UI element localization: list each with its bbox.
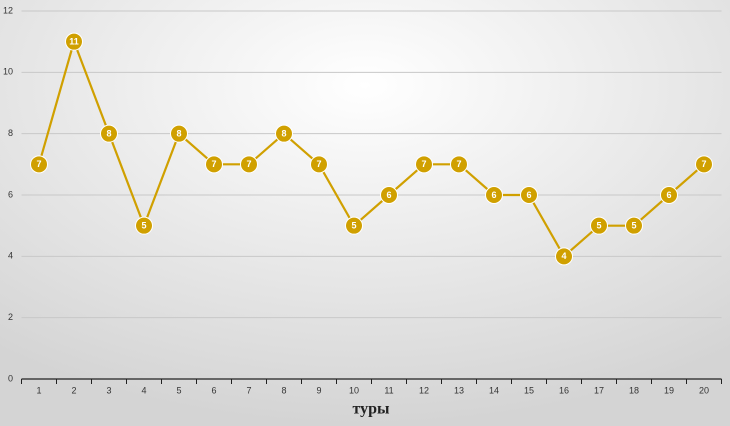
marker — [275, 124, 293, 143]
y-tick-label: 2 — [8, 312, 13, 322]
y-tick-label: 10 — [3, 67, 13, 77]
data-label: 8 — [281, 129, 286, 139]
y-tick-label: 12 — [3, 5, 13, 15]
x-tick-label: 1 — [36, 385, 41, 395]
x-tick-label: 14 — [489, 385, 499, 395]
data-label: 7 — [36, 159, 41, 169]
data-label: 8 — [176, 129, 181, 139]
marker — [135, 216, 153, 235]
marker — [555, 247, 573, 266]
marker — [625, 216, 643, 235]
data-label: 5 — [631, 221, 636, 231]
data-label: 6 — [666, 190, 671, 200]
x-tick-label: 11 — [384, 385, 393, 395]
x-axis-label: туры — [352, 401, 390, 418]
y-tick-label: 6 — [8, 189, 13, 199]
y-tick-label: 8 — [8, 128, 13, 138]
marker — [450, 155, 468, 174]
data-label: 4 — [561, 251, 566, 261]
x-tick-label: 8 — [281, 385, 286, 395]
data-label: 6 — [491, 190, 496, 200]
data-label: 7 — [246, 159, 251, 169]
x-tick-label: 6 — [211, 385, 216, 395]
x-tick-label: 2 — [71, 385, 76, 395]
marker — [485, 186, 503, 204]
data-label: 7 — [211, 159, 216, 169]
marker — [30, 155, 48, 174]
y-tick-label: 4 — [8, 251, 13, 261]
x-tick-label: 18 — [629, 385, 639, 395]
x-tick-label: 3 — [106, 385, 111, 395]
x-tick-label: 13 — [454, 385, 464, 395]
data-label: 5 — [141, 221, 146, 231]
marker — [660, 186, 678, 204]
marker — [415, 155, 433, 174]
x-tick-label: 16 — [559, 385, 569, 395]
x-tick-label: 12 — [419, 385, 429, 395]
marker — [100, 124, 118, 143]
marker — [310, 155, 328, 174]
data-label: 7 — [701, 159, 706, 169]
data-label: 8 — [106, 129, 111, 139]
x-tick-label: 7 — [246, 385, 251, 395]
marker — [240, 155, 258, 174]
marker — [520, 186, 538, 204]
x-tick-label: 17 — [594, 385, 604, 395]
x-tick-label: 19 — [664, 385, 674, 395]
marker — [65, 32, 83, 51]
x-tick-label: 10 — [349, 385, 359, 395]
data-label: 7 — [316, 159, 321, 169]
data-label: 6 — [386, 190, 391, 200]
data-label: 6 — [526, 190, 531, 200]
marker — [170, 124, 188, 143]
marker — [695, 155, 713, 174]
x-tick-label: 20 — [699, 385, 709, 395]
data-label: 11 — [69, 37, 79, 47]
x-tick-label: 5 — [176, 385, 181, 395]
marker — [345, 216, 363, 235]
y-tick-label: 0 — [8, 373, 13, 383]
x-tick-label: 9 — [316, 385, 321, 395]
marker — [590, 216, 608, 235]
x-tick-label: 15 — [524, 385, 534, 395]
data-label: 7 — [421, 159, 426, 169]
data-label: 5 — [596, 221, 601, 231]
marker — [380, 186, 398, 204]
data-label: 5 — [351, 221, 356, 231]
data-label: 7 — [456, 159, 461, 169]
x-tick-label: 4 — [141, 385, 146, 395]
marker — [205, 155, 223, 174]
